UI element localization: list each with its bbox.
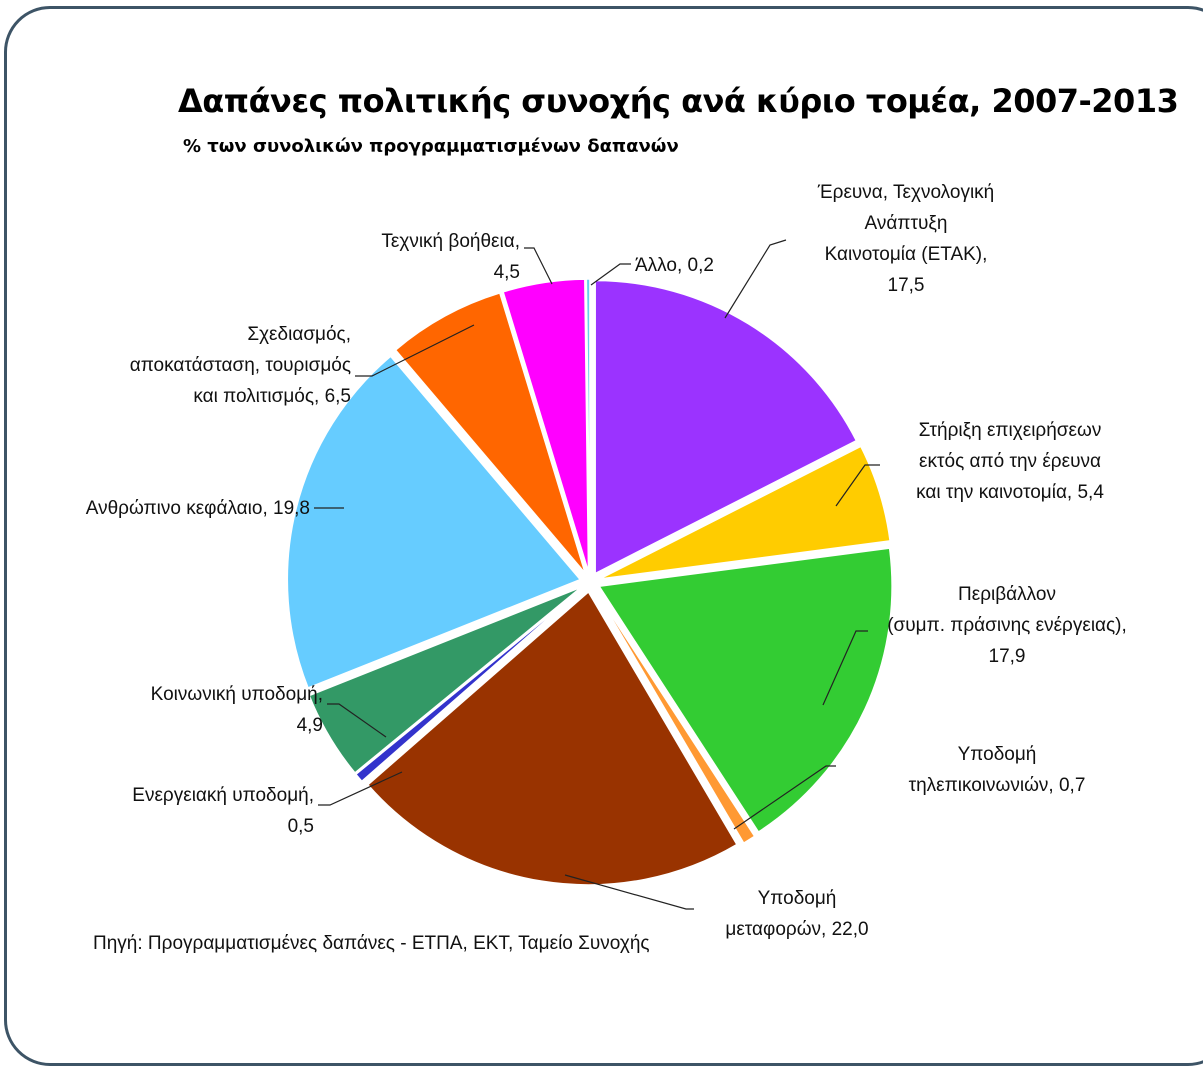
slice-label-9: Τεχνική βοήθεια, 4,5 — [381, 231, 520, 283]
slice-label-10: Άλλο, 0,2 — [635, 255, 714, 276]
leader-line-9 — [524, 247, 553, 285]
pie-slice-0 — [594, 279, 858, 575]
leader-line-5 — [318, 771, 403, 806]
pie-slice-6 — [308, 586, 582, 774]
pie-slice-3 — [594, 590, 756, 845]
slice-label-0: Έρευνα, Τεχνολογική Ανάπτυξη Καινοτομία (Ε… — [817, 182, 995, 296]
leader-line-10 — [590, 263, 631, 286]
slice-label-4: Υποδομή μεταφορών, 22,0 — [725, 888, 868, 940]
leader-line-2 — [822, 630, 868, 706]
pie-slice-4 — [366, 590, 738, 886]
leader-line-3 — [733, 765, 836, 830]
pie-slice-1 — [599, 445, 891, 580]
pie-slice-9 — [502, 278, 590, 573]
pie-slice-10 — [585, 278, 591, 573]
leader-line-8 — [355, 324, 475, 377]
slice-label-3: Υποδομή τηλεπικοινωνιών, 0,7 — [909, 744, 1086, 796]
leader-line-4 — [564, 874, 694, 910]
pie-slice-5 — [354, 587, 583, 783]
leader-line-0 — [724, 239, 787, 319]
leader-lines — [314, 239, 880, 910]
slice-label-2: Περιβάλλον (συμπ. πράσινης ενέργειας), 17,… — [887, 584, 1127, 667]
slice-labels: Έρευνα, Τεχνολογική Ανάπτυξη Καινοτομία (Ε… — [86, 182, 1127, 940]
slice-label-1: Στήριξη επιχειρήσεων εκτός από την έρευνα… — [916, 420, 1104, 503]
source-note: Πηγή: Προγραμματισμένες δαπάνες - ΕΤΠΑ, … — [93, 933, 650, 954]
pie-slice-7 — [286, 355, 582, 689]
leader-line-1 — [835, 464, 880, 507]
pie-slice-2 — [597, 547, 893, 834]
slice-label-5: Ενεργειακή υποδομή, 0,5 — [132, 785, 314, 837]
slice-label-8: Σχεδιασμός, αποκατάσταση, τουρισμός και πο… — [130, 324, 351, 407]
slice-label-6: Κοινωνική υποδομή, 4,9 — [151, 684, 323, 736]
pie-slice-8 — [394, 291, 586, 574]
pie-slices — [286, 278, 893, 886]
pie-chart: Δαπάνες πολιτικής συνοχής ανά κύριο τομέ… — [86, 82, 1179, 954]
chart-subtitle: % των συνολικών προγραμματισμένων δαπανώ… — [183, 136, 679, 157]
slice-label-7: Ανθρώπινο κεφάλαιο, 19,8 — [86, 498, 310, 519]
leader-line-6 — [327, 703, 387, 738]
chart-title: Δαπάνες πολιτικής συνοχής ανά κύριο τομέ… — [178, 82, 1178, 120]
